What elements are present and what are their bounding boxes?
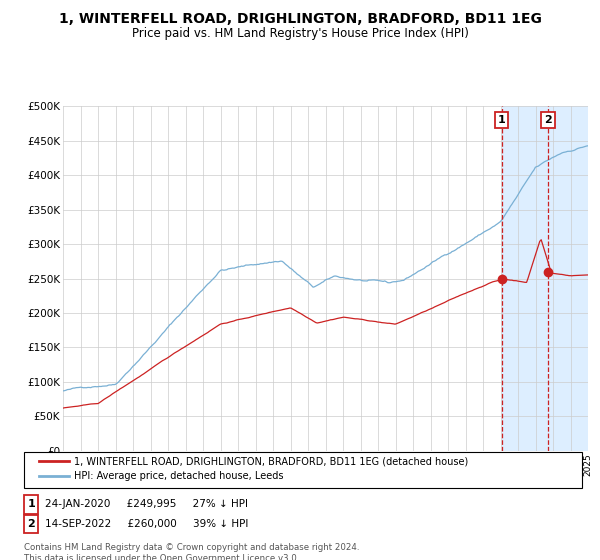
Text: 24-JAN-2020     £249,995     27% ↓ HPI: 24-JAN-2020 £249,995 27% ↓ HPI	[45, 499, 248, 509]
Text: 1, WINTERFELL ROAD, DRIGHLINGTON, BRADFORD, BD11 1EG: 1, WINTERFELL ROAD, DRIGHLINGTON, BRADFO…	[59, 12, 541, 26]
Text: 1: 1	[28, 499, 35, 509]
Text: 1: 1	[498, 115, 506, 125]
Text: 1, WINTERFELL ROAD, DRIGHLINGTON, BRADFORD, BD11 1EG (detached house): 1, WINTERFELL ROAD, DRIGHLINGTON, BRADFO…	[74, 456, 468, 466]
Text: 2: 2	[28, 519, 35, 529]
Bar	[502, 106, 588, 451]
Text: HPI: Average price, detached house, Leeds: HPI: Average price, detached house, Leed…	[74, 471, 283, 481]
Text: Contains HM Land Registry data © Crown copyright and database right 2024.
This d: Contains HM Land Registry data © Crown c…	[24, 543, 359, 560]
Text: 14-SEP-2022     £260,000     39% ↓ HPI: 14-SEP-2022 £260,000 39% ↓ HPI	[45, 519, 248, 529]
Text: Price paid vs. HM Land Registry's House Price Index (HPI): Price paid vs. HM Land Registry's House …	[131, 27, 469, 40]
Text: 2: 2	[544, 115, 552, 125]
